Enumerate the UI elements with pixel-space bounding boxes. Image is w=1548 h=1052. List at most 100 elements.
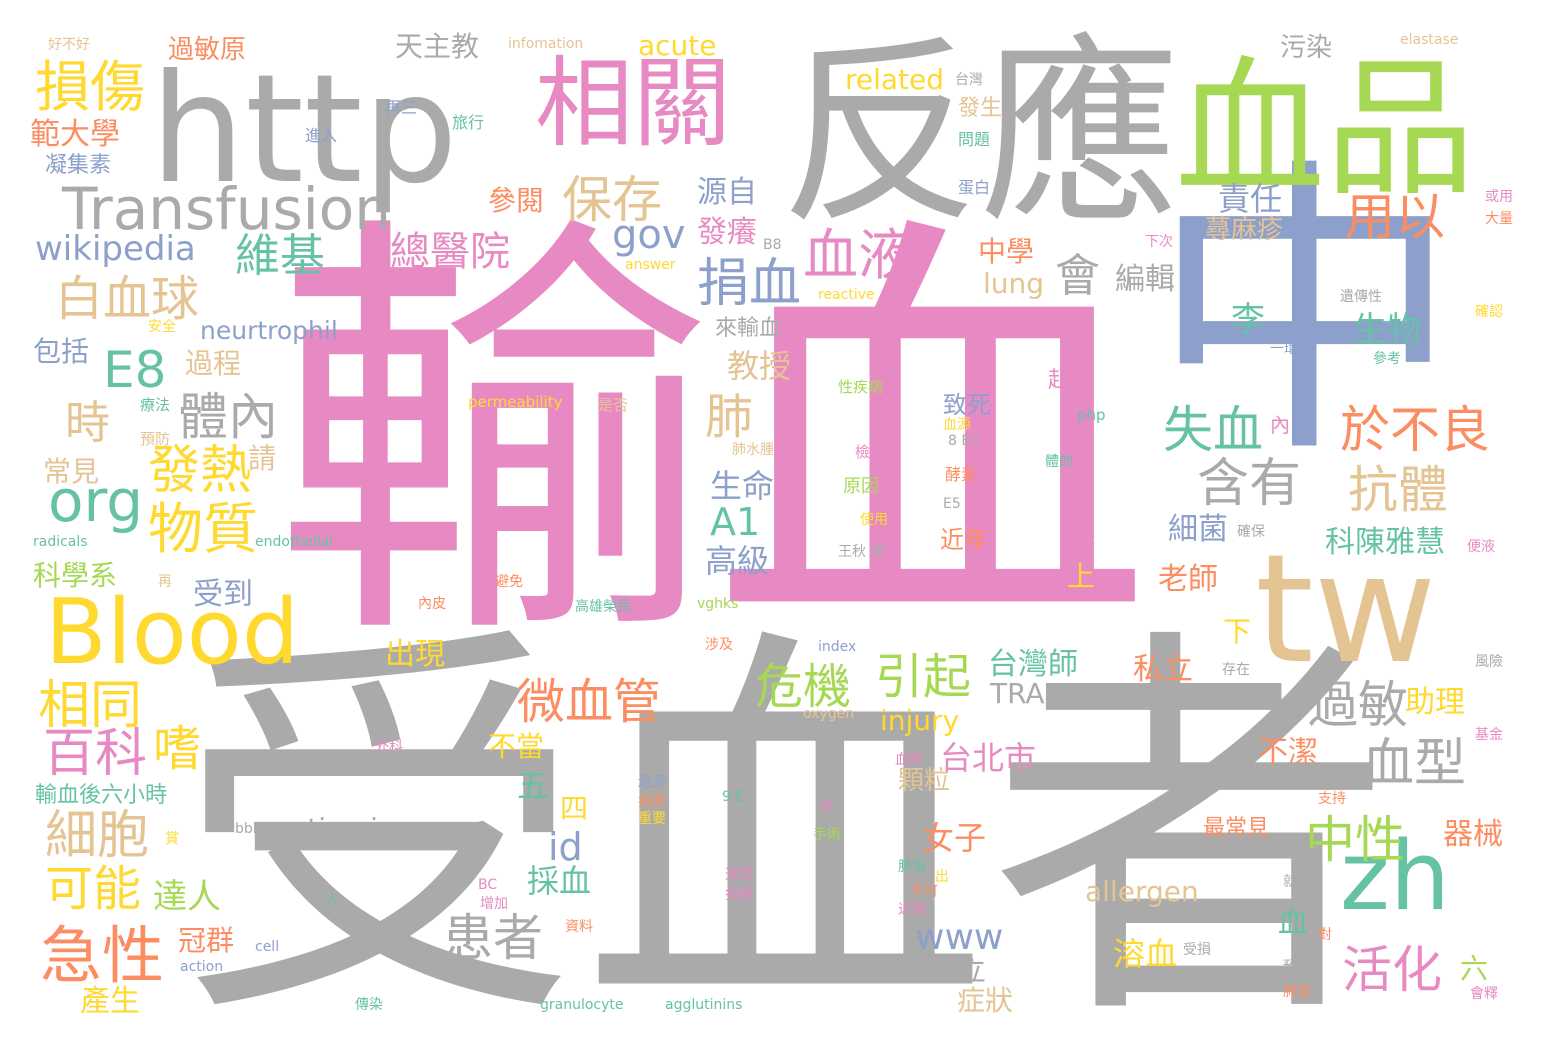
word-term-143: 檢驗 bbox=[855, 443, 886, 461]
word-term-33: 微血管 bbox=[517, 674, 662, 730]
word-php-136: php bbox=[1077, 406, 1106, 424]
word-term-28: 血型 bbox=[1362, 734, 1467, 794]
word-term-103: 科陳雅慧 bbox=[1325, 525, 1445, 560]
word-permeability-134: permeability bbox=[468, 393, 563, 411]
word-term-188: 賞 bbox=[165, 831, 179, 847]
word-bbk-175: bbk bbox=[235, 821, 261, 837]
word-term-3: 反應 bbox=[780, 18, 1181, 251]
word-term-130: 安全 bbox=[148, 319, 176, 335]
word-term-151: 王秋 華 bbox=[838, 544, 885, 560]
word-term-167: 基金 bbox=[1475, 727, 1503, 743]
word-trali-79: TRALI bbox=[990, 677, 1069, 710]
word-term-101: 器械 bbox=[1443, 817, 1503, 852]
word-term-146: 原因 bbox=[843, 476, 879, 497]
word-term-41: 體內 bbox=[178, 388, 278, 446]
word-term-194: 肺部 bbox=[1283, 984, 1311, 1000]
word-term-133: 性疾病 bbox=[838, 378, 884, 396]
word-term-108: 致死 bbox=[943, 391, 991, 419]
word-term-113: 好不好 bbox=[48, 37, 90, 53]
word-term-38: 可能 bbox=[45, 861, 142, 917]
word-term-168: 輸血後六小時 bbox=[35, 783, 168, 808]
word-term-181: 出 bbox=[935, 869, 949, 885]
word-term-153: 確保 bbox=[1237, 524, 1265, 540]
word-term-14: 維基 bbox=[235, 229, 326, 282]
word-related-55: related bbox=[845, 63, 945, 96]
word-term-35: 百科 bbox=[43, 724, 148, 784]
word-term-52: 過敏原 bbox=[168, 35, 247, 65]
word-term-110: 來輸血 bbox=[715, 316, 782, 341]
word-blood-8: Blood bbox=[45, 580, 300, 685]
word-term-154: 便液 bbox=[1467, 539, 1495, 555]
word-action-190: action bbox=[180, 959, 224, 975]
word-term-76: 受到 bbox=[193, 577, 253, 612]
word-endothelial-150: endothelial bbox=[255, 534, 334, 550]
word-elastase-115: elastase bbox=[1400, 32, 1459, 48]
word-term-91: 顆粒 bbox=[898, 766, 951, 796]
word-term-65: 源自 bbox=[697, 175, 757, 210]
word-id-47: id bbox=[548, 825, 583, 869]
word-lung-60: lung bbox=[983, 267, 1045, 300]
word-term-63: 生物 bbox=[1353, 310, 1421, 350]
word-term-140: 血源 bbox=[943, 417, 971, 433]
word-term-179: 肺泡 bbox=[898, 859, 926, 875]
word-term-122: 或用 bbox=[1485, 189, 1513, 205]
word-term-132: 參考 bbox=[1373, 351, 1401, 367]
word-term-184: 人 bbox=[325, 892, 339, 908]
word-term-116: 台灣 bbox=[955, 72, 983, 88]
word-term-2: 中 bbox=[1150, 134, 1460, 495]
word-term-162: 存在 bbox=[1222, 662, 1250, 678]
word-term-58: 蕁麻疹 bbox=[1205, 215, 1284, 245]
word-term-196: 傳染 bbox=[355, 997, 383, 1013]
word-term-193: 預期 bbox=[1283, 959, 1311, 975]
word-vghks-159: vghks bbox=[697, 596, 739, 612]
word-gov-45: gov bbox=[612, 212, 686, 258]
word-term-11: 損傷 bbox=[35, 55, 146, 119]
word-term-21: 物質 bbox=[148, 497, 259, 561]
word-term-17: 白血球 bbox=[55, 271, 200, 327]
word-term-102: 細菌 bbox=[1168, 512, 1228, 547]
word-term-138: 預防 bbox=[140, 430, 171, 448]
word-wikipedia-12: wikipedia bbox=[35, 229, 196, 269]
word-e8-18: E8 bbox=[103, 341, 167, 399]
word-granulocyte-197: granulocyte bbox=[540, 997, 624, 1013]
word-term-119: 進入 bbox=[305, 126, 338, 145]
word-term-73: 常見 bbox=[43, 455, 100, 488]
word-term-186: 近親 bbox=[898, 902, 926, 918]
word-term-131: 一環 bbox=[1270, 341, 1298, 357]
word-a1-49: A1 bbox=[710, 500, 761, 544]
word-term-156: 避免 bbox=[495, 574, 523, 590]
word-term-27: 過敏 bbox=[1308, 676, 1408, 734]
word-term-120: 問題 bbox=[958, 130, 991, 149]
word-term-118: 旅行 bbox=[452, 113, 485, 132]
word-term-180: 不可 bbox=[910, 884, 938, 900]
word-term-111: 發生 bbox=[958, 96, 1003, 121]
word-term-84: 四 bbox=[560, 792, 589, 825]
word-term-145: 體的 bbox=[1045, 454, 1073, 470]
word-term-59: 中學 bbox=[978, 235, 1035, 268]
word-term-148: 使用 bbox=[860, 512, 888, 528]
word-term-187: 就要 bbox=[1283, 874, 1311, 890]
word-term-64: 參閱 bbox=[488, 184, 545, 217]
word-term-155: 再 bbox=[158, 574, 172, 590]
word-term-96: 血 bbox=[1278, 905, 1308, 940]
word-term-169: 過多 bbox=[638, 774, 666, 790]
word-org-19: org bbox=[48, 467, 144, 535]
word-term-51: 天主教 bbox=[395, 30, 480, 63]
word-term-78: 台灣師 bbox=[988, 647, 1078, 682]
word-term-31: 危機 bbox=[755, 659, 852, 715]
word-term-29: 中性 bbox=[1305, 811, 1405, 869]
word-term-39: 急性 bbox=[40, 919, 165, 992]
word-term-69: 過程 bbox=[185, 347, 242, 380]
word-term-62: 李 bbox=[1231, 300, 1265, 340]
word-term-86: 達人 bbox=[153, 877, 221, 917]
word-term-68: 包括 bbox=[33, 335, 90, 368]
word-oxygen-164: oxygen bbox=[803, 706, 855, 722]
word-term-57: 責任 bbox=[1218, 180, 1283, 218]
word-term-177: 通常 bbox=[725, 867, 753, 883]
word-term-81: 台北市 bbox=[940, 739, 1037, 777]
word-injury-80: injury bbox=[880, 704, 960, 737]
word-zh-9: zh bbox=[1340, 822, 1451, 932]
word-term-32: 引起 bbox=[875, 649, 972, 705]
word-reactive-127: reactive bbox=[818, 287, 875, 303]
